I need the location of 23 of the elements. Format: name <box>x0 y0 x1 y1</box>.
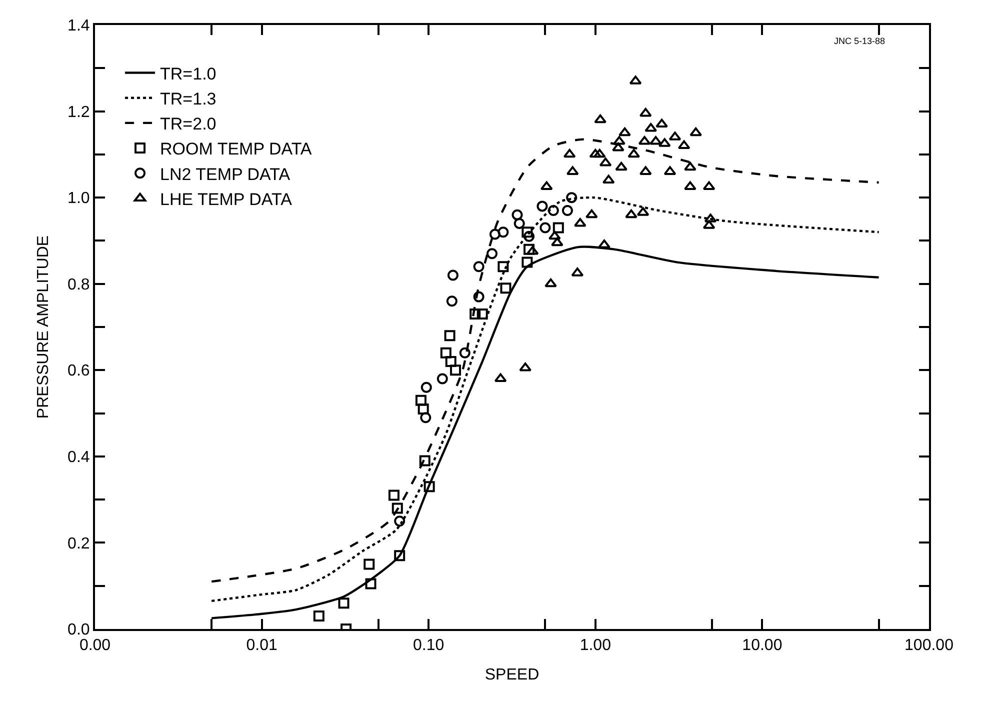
y-tick-label: 0.6 <box>68 362 90 380</box>
legend-label: LN2 TEMP DATA <box>160 164 291 184</box>
y-tick-label: 1.4 <box>68 18 90 35</box>
x-tick-label: 0.00 <box>79 637 111 654</box>
x-axis-title: SPEED <box>484 666 540 684</box>
x-tick-label: 0.01 <box>246 637 278 654</box>
legend-label: LHE TEMP DATA <box>160 190 293 209</box>
legend-label: ROOM TEMP DATA <box>160 140 312 159</box>
x-tick-label: 0.10 <box>413 637 444 654</box>
y-axis-title: PRESSURE AMPLITUDE <box>34 235 52 419</box>
legend-label: TR=2.0 <box>160 114 216 134</box>
legend-label: TR=1.3 <box>160 89 216 108</box>
legend-label: TR=1.0 <box>160 64 216 84</box>
x-tick-label: 1.00 <box>580 637 612 654</box>
x-tick-label: 100.00 <box>904 637 954 654</box>
y-tick-label: 0.8 <box>68 276 90 294</box>
x-tick-label: 10.00 <box>742 637 782 654</box>
annotation: JNC 5-13-88 <box>834 36 886 46</box>
y-tick-label: 0.0 <box>68 622 90 639</box>
y-tick-label: 1.2 <box>68 104 90 121</box>
y-tick-label: 1.0 <box>68 190 90 208</box>
y-tick-label: 0.4 <box>68 449 90 466</box>
y-tick-label: 0.2 <box>68 535 90 552</box>
